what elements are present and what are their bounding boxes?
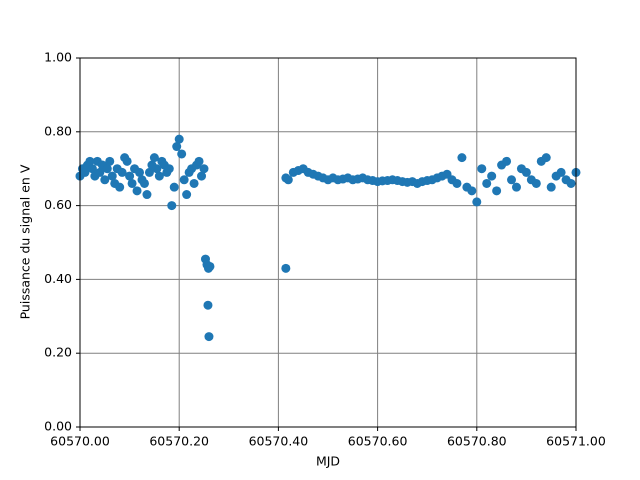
point [152, 164, 162, 174]
point [487, 171, 497, 181]
point [502, 156, 512, 166]
point [521, 167, 531, 177]
point [556, 167, 566, 177]
point [467, 186, 477, 196]
x-tick-label: 60570.80 [447, 434, 507, 449]
point [189, 178, 199, 188]
x-tick-label: 60570.00 [50, 434, 110, 449]
point [197, 171, 207, 181]
point [164, 164, 174, 174]
point [452, 178, 462, 188]
point [283, 175, 293, 185]
point [142, 190, 152, 200]
point [100, 175, 110, 185]
point [107, 171, 117, 181]
point [182, 190, 192, 200]
point [541, 153, 551, 163]
point [457, 153, 467, 163]
y-tick-label: 0.40 [44, 271, 72, 286]
point [203, 300, 213, 310]
point [127, 178, 137, 188]
y-tick-label: 0.20 [44, 345, 72, 360]
x-tick-label: 60570.20 [149, 434, 209, 449]
y-axis-label: Puissance du signal en V [18, 164, 33, 319]
point [95, 167, 105, 177]
point [139, 178, 149, 188]
point [177, 149, 187, 159]
plot-frame [79, 57, 577, 428]
point [87, 164, 97, 174]
y-tick-label: 0.60 [44, 197, 72, 212]
point [167, 201, 177, 211]
point [115, 182, 125, 192]
x-tick-label: 60570.60 [348, 434, 408, 449]
point [169, 182, 179, 192]
point [179, 175, 189, 185]
point [507, 175, 517, 185]
point [205, 261, 215, 271]
point [199, 164, 209, 174]
point [492, 186, 502, 196]
point [105, 156, 115, 166]
point [566, 178, 576, 188]
point [144, 167, 154, 177]
point [281, 263, 291, 273]
point [174, 134, 184, 144]
point [80, 167, 90, 177]
point [472, 197, 482, 207]
point [154, 171, 164, 181]
point [546, 182, 556, 192]
point [117, 167, 127, 177]
point [132, 186, 142, 196]
point [149, 153, 159, 163]
x-axis-label: MJD [316, 454, 340, 469]
point [122, 156, 132, 166]
point [102, 164, 112, 174]
y-tick-label: 0.00 [44, 419, 72, 434]
point [125, 171, 135, 181]
x-tick-label: 60570.40 [249, 434, 309, 449]
point [135, 167, 145, 177]
point [477, 164, 487, 174]
y-tick-label: 0.80 [44, 123, 72, 138]
point [85, 156, 95, 166]
point [482, 178, 492, 188]
point [172, 142, 182, 152]
point [511, 182, 521, 192]
point [194, 156, 204, 166]
point [531, 178, 541, 188]
point [204, 332, 214, 342]
y-tick-label: 1.00 [44, 50, 72, 65]
x-tick-label: 60571.00 [546, 434, 606, 449]
